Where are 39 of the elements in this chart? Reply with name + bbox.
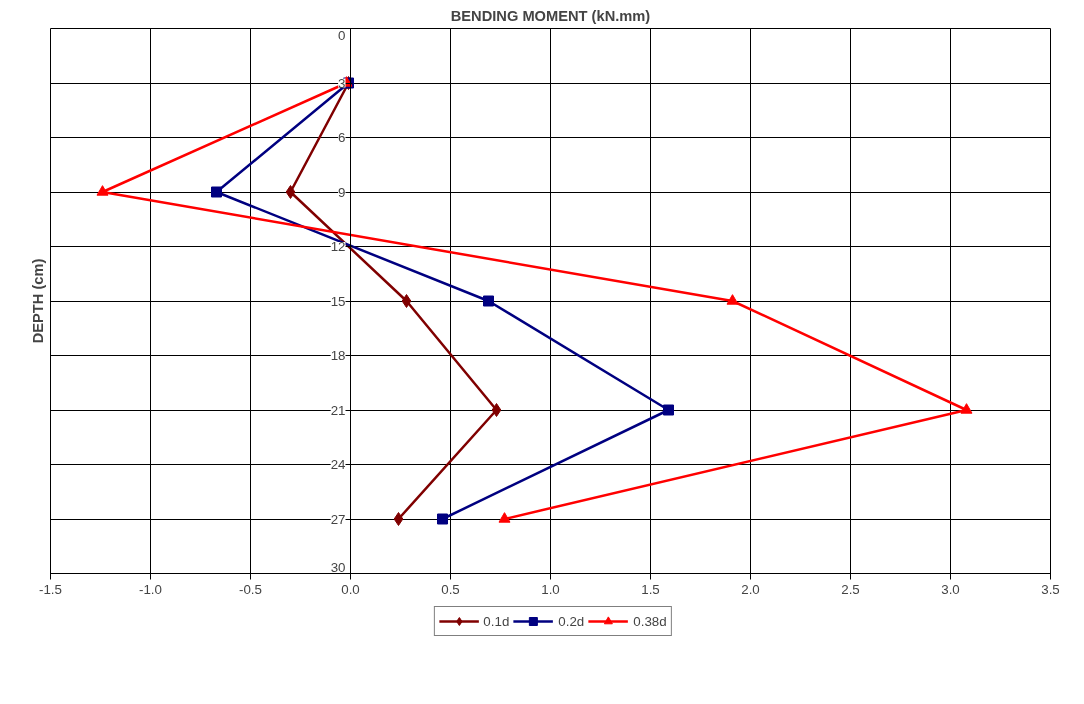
point bbox=[211, 186, 222, 198]
x-tick-label: 2.5 bbox=[841, 581, 860, 597]
y-tick-label: 12 bbox=[330, 239, 346, 254]
legend-label: 0.1d bbox=[483, 613, 510, 629]
point bbox=[285, 185, 296, 199]
y-tick-label: 15 bbox=[330, 293, 346, 309]
y-tick-label: 21 bbox=[330, 402, 346, 418]
x-tick-label: 3.0 bbox=[941, 581, 960, 597]
y-tick-label: 24 bbox=[330, 457, 347, 472]
x-tick-label: -1.5 bbox=[39, 581, 62, 597]
y-tick-label: 9 bbox=[338, 184, 346, 200]
y-tick-label: 30 bbox=[330, 559, 346, 575]
y-tick-label: 0 bbox=[338, 27, 346, 43]
x-tick-label: 1.0 bbox=[541, 581, 560, 597]
x-tick-label: 0.5 bbox=[441, 581, 460, 597]
y-tick-label: 18 bbox=[330, 348, 346, 363]
legend-label: 0.38d bbox=[633, 613, 667, 629]
point bbox=[491, 403, 502, 417]
point bbox=[726, 294, 739, 305]
chart-title: BENDING MOMENT (kN.mm) bbox=[450, 7, 651, 24]
y-tick-label: 3 bbox=[338, 75, 346, 91]
x-tick-label: 1.5 bbox=[641, 581, 660, 597]
point bbox=[437, 513, 448, 525]
x-tick-label: 3.5 bbox=[1041, 581, 1060, 597]
legend-label: 0.2d bbox=[558, 613, 585, 629]
point bbox=[960, 403, 973, 414]
y-tick-label: 6 bbox=[338, 130, 346, 145]
x-tick-label: 2.0 bbox=[741, 581, 760, 597]
y-axis-title: DEPTH (cm) bbox=[29, 258, 46, 344]
x-tick-label: -0.5 bbox=[239, 581, 262, 597]
x-tick-label: 0.0 bbox=[341, 581, 360, 597]
point bbox=[498, 512, 511, 523]
point bbox=[663, 404, 674, 416]
point bbox=[393, 512, 404, 526]
x-tick-label: -1.0 bbox=[139, 581, 162, 597]
point bbox=[96, 185, 109, 196]
y-tick-label: 27 bbox=[330, 511, 346, 527]
point bbox=[483, 295, 494, 307]
point bbox=[401, 294, 412, 308]
